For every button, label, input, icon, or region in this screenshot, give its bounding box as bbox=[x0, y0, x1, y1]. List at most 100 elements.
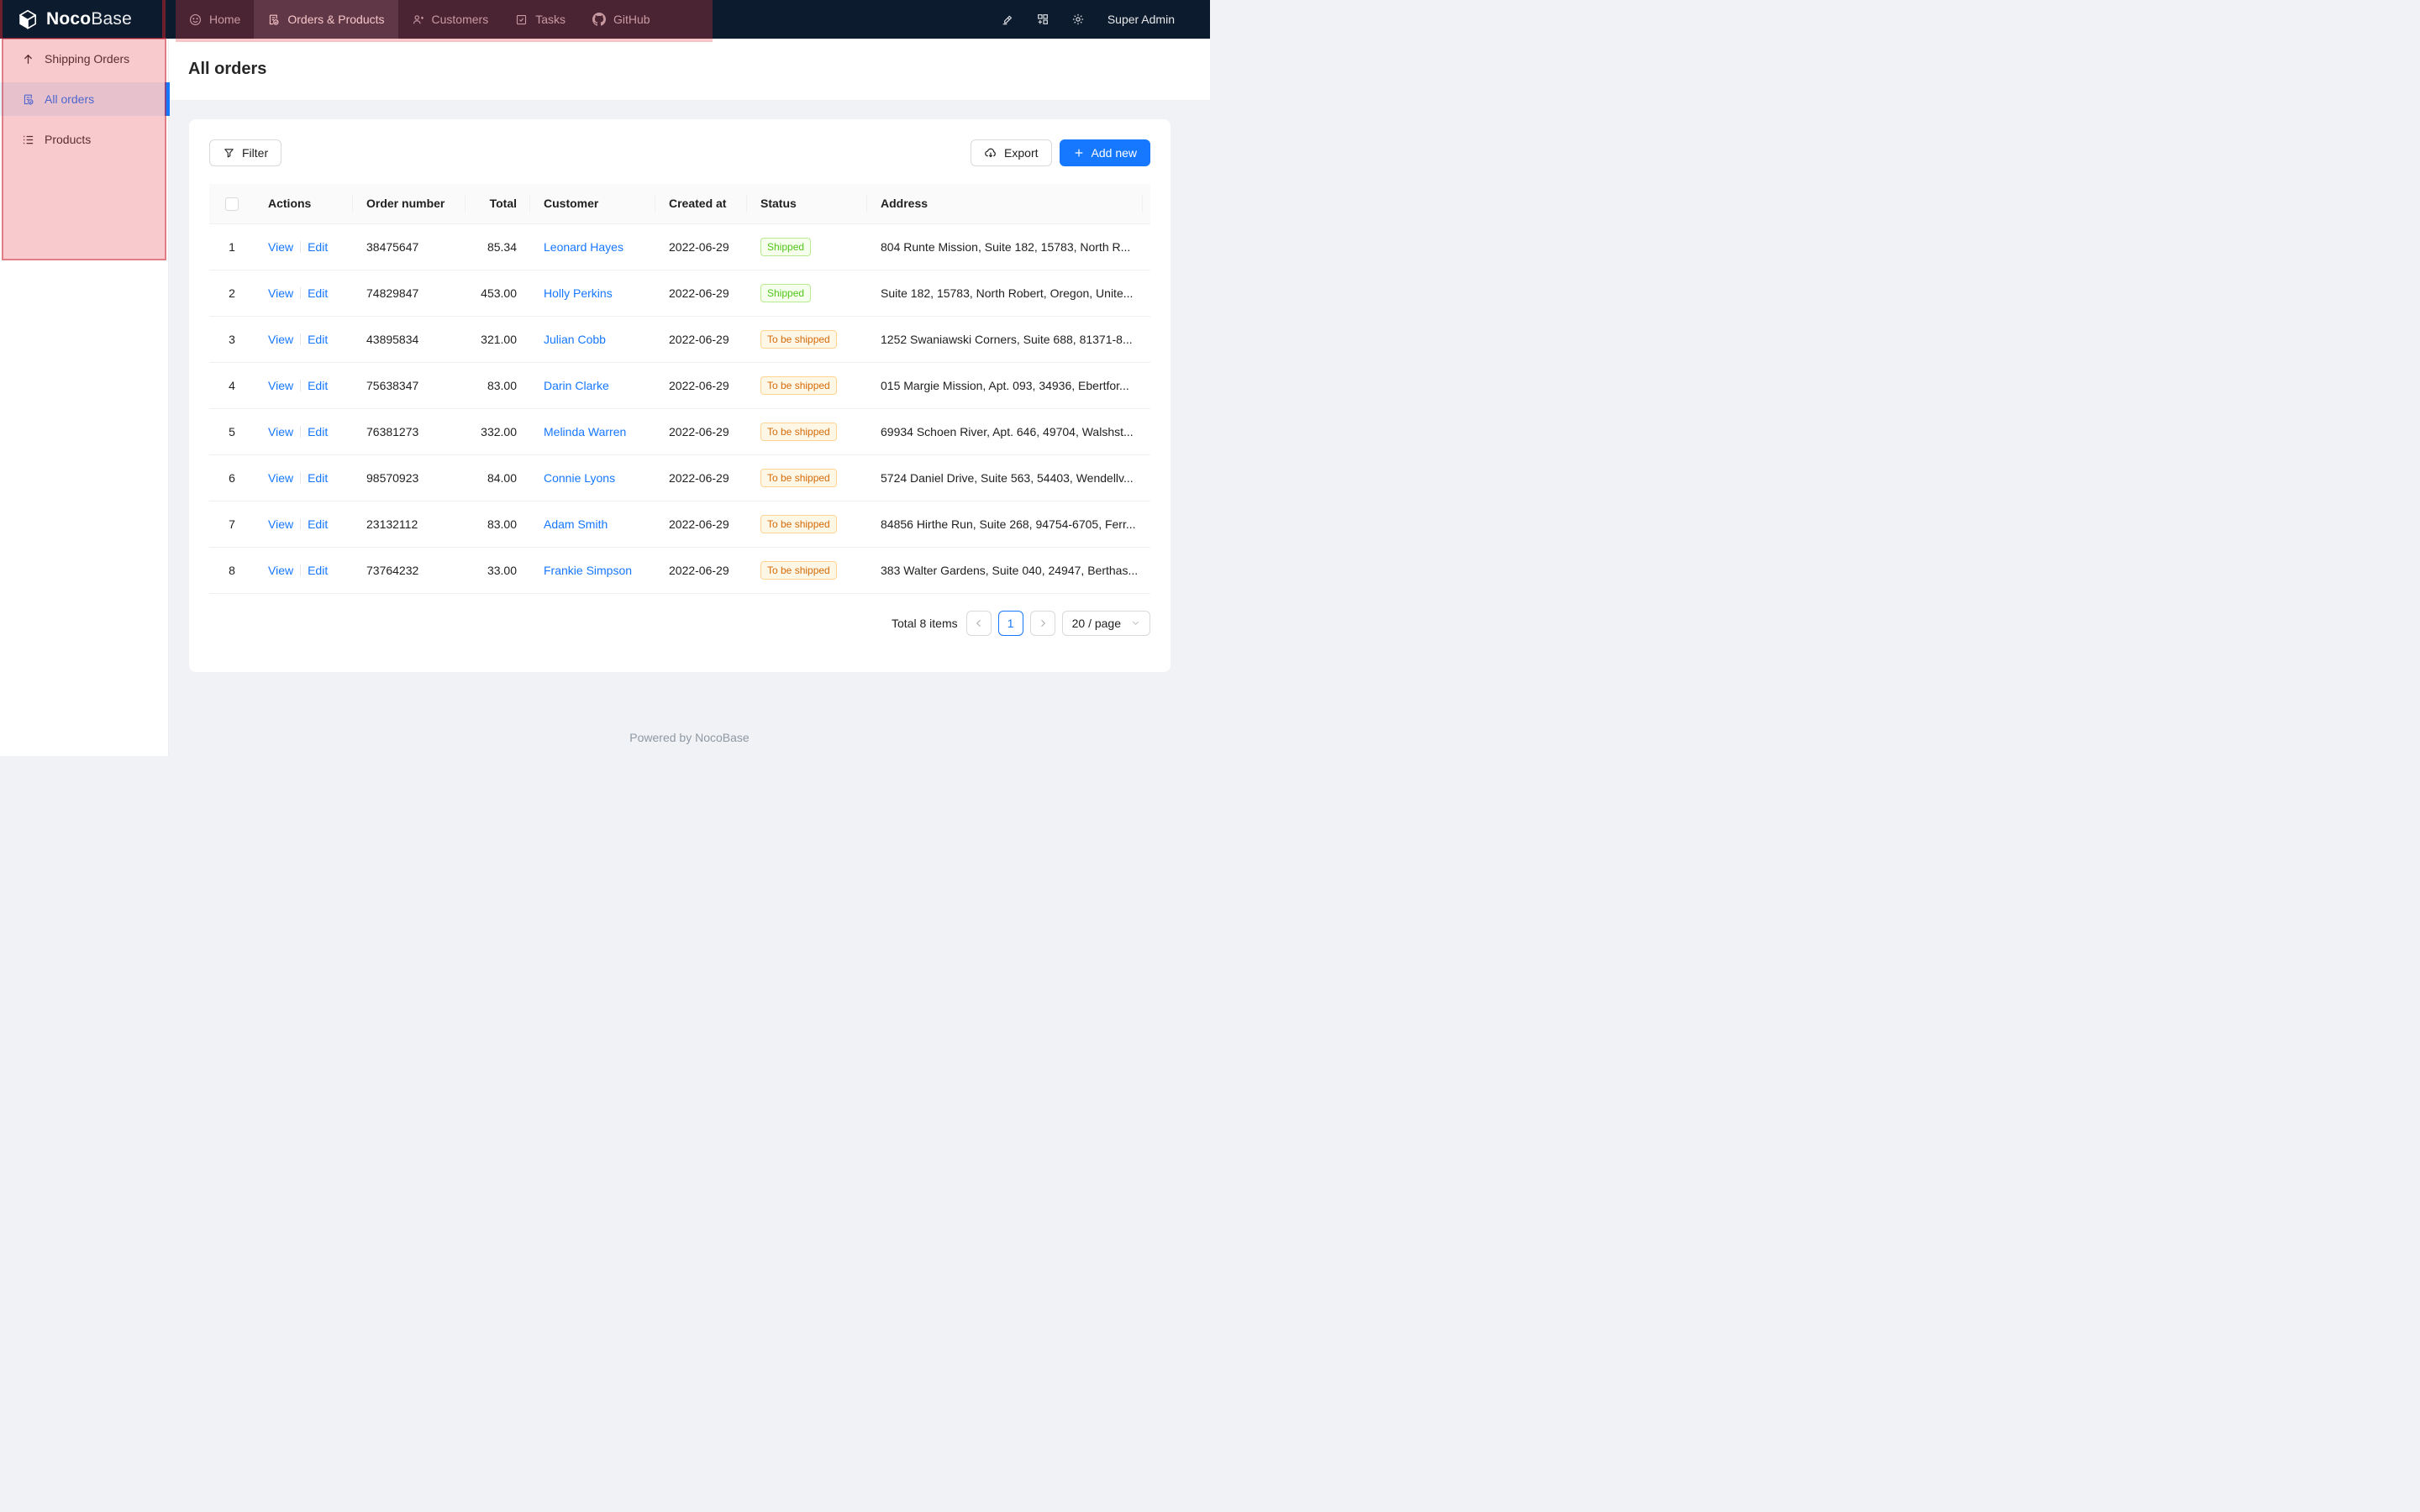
main-nav-menu: Home Orders & Products Customers bbox=[176, 0, 664, 39]
row-index: 7 bbox=[209, 501, 255, 548]
sidebar-item-label: All orders bbox=[45, 92, 95, 106]
table-row[interactable]: 4 View Edit 75638347 83.00 Darin Clarke 2… bbox=[209, 362, 1150, 409]
order-number-cell: 73764232 bbox=[353, 547, 466, 594]
filter-button[interactable]: Filter bbox=[209, 139, 282, 166]
table-toolbar: Filter Export bbox=[209, 139, 1150, 166]
column-header-filler bbox=[1143, 184, 1150, 224]
page-size-select[interactable]: 20 / page bbox=[1061, 610, 1150, 636]
table-row[interactable]: 5 View Edit 76381273 332.00 Melinda Warre… bbox=[209, 408, 1150, 455]
add-new-button[interactable]: Add new bbox=[1059, 139, 1150, 166]
table-row[interactable]: 7 View Edit 23132112 83.00 Adam Smith 202… bbox=[209, 501, 1150, 548]
user-menu[interactable]: Super Admin bbox=[1107, 13, 1175, 26]
view-link[interactable]: View bbox=[268, 563, 294, 577]
status-badge: To be shipped bbox=[760, 560, 837, 580]
created-at-cell: 2022-06-29 bbox=[655, 454, 747, 501]
column-header-order-number: Order number bbox=[353, 184, 466, 224]
view-link[interactable]: View bbox=[268, 517, 294, 531]
table-row[interactable]: 3 View Edit 43895834 321.00 Julian Cobb 2… bbox=[209, 316, 1150, 363]
total-cell: 33.00 bbox=[466, 547, 530, 594]
page-header: All orders bbox=[169, 39, 1210, 100]
created-at-cell: 2022-06-29 bbox=[655, 547, 747, 594]
edit-link[interactable]: Edit bbox=[308, 424, 329, 438]
customer-link[interactable]: Melinda Warren bbox=[544, 424, 627, 438]
sidebar-item-products[interactable]: Products bbox=[0, 123, 168, 156]
table-row[interactable]: 2 View Edit 74829847 453.00 Holly Perkins… bbox=[209, 270, 1150, 317]
status-badge: To be shipped bbox=[760, 514, 837, 533]
action-divider bbox=[300, 471, 302, 484]
created-at-cell: 2022-06-29 bbox=[655, 270, 747, 317]
table-row[interactable]: 1 View Edit 38475647 85.34 Leonard Hayes … bbox=[209, 223, 1150, 270]
nav-item-customers[interactable]: Customers bbox=[398, 0, 502, 39]
customer-link[interactable]: Leonard Hayes bbox=[544, 239, 623, 254]
table-header-row: Actions Order number Total Customer Crea… bbox=[209, 184, 1150, 224]
edit-link[interactable]: Edit bbox=[308, 517, 329, 531]
row-index: 2 bbox=[209, 270, 255, 317]
address-cell: 69934 Schoen River, Apt. 646, 49704, Wal… bbox=[867, 408, 1143, 455]
toolbar-right-actions: Export Add new bbox=[971, 139, 1150, 166]
customer-link[interactable]: Holly Perkins bbox=[544, 286, 613, 300]
nav-item-label: GitHub bbox=[613, 13, 650, 26]
customer-link[interactable]: Julian Cobb bbox=[544, 332, 606, 346]
address-cell: Suite 182, 15783, North Robert, Oregon, … bbox=[867, 270, 1143, 317]
edit-link[interactable]: Edit bbox=[308, 239, 329, 254]
status-badge: Shipped bbox=[760, 283, 812, 302]
column-header-actions: Actions bbox=[255, 184, 353, 224]
file-done-icon bbox=[267, 13, 280, 26]
logo-text: NocoBase bbox=[46, 9, 132, 29]
view-link[interactable]: View bbox=[268, 286, 294, 300]
table-row[interactable]: 6 View Edit 98570923 84.00 Connie Lyons 2… bbox=[209, 454, 1150, 501]
pagination-prev-button[interactable] bbox=[965, 610, 992, 636]
pagination-page-1[interactable]: 1 bbox=[997, 610, 1023, 636]
powered-by-footer: Powered by NocoBase bbox=[629, 731, 750, 744]
github-icon bbox=[592, 13, 606, 26]
plus-icon bbox=[1073, 147, 1085, 159]
total-cell: 332.00 bbox=[466, 408, 530, 455]
select-all-checkbox[interactable] bbox=[225, 197, 239, 211]
customer-link[interactable]: Connie Lyons bbox=[544, 470, 616, 485]
view-link[interactable]: View bbox=[268, 332, 294, 346]
smile-icon bbox=[189, 13, 202, 26]
customer-link[interactable]: Frankie Simpson bbox=[544, 563, 633, 577]
nav-item-tasks[interactable]: Tasks bbox=[502, 0, 579, 39]
export-button[interactable]: Export bbox=[971, 139, 1052, 166]
view-link[interactable]: View bbox=[268, 378, 294, 392]
nav-item-label: Customers bbox=[431, 13, 489, 26]
nav-item-label: Orders & Products bbox=[287, 13, 385, 26]
pagination: Total 8 items 1 20 / page bbox=[209, 610, 1150, 636]
sidebar-item-shipping-orders[interactable]: Shipping Orders bbox=[0, 42, 168, 76]
table-row[interactable]: 8 View Edit 73764232 33.00 Frankie Simpso… bbox=[209, 547, 1150, 594]
edit-link[interactable]: Edit bbox=[308, 563, 329, 577]
column-header-status: Status bbox=[747, 184, 867, 224]
nocobase-logo[interactable]: NocoBase bbox=[0, 0, 176, 39]
nav-item-label: Tasks bbox=[535, 13, 566, 26]
edit-link[interactable]: Edit bbox=[308, 332, 329, 346]
chevron-down-icon bbox=[1131, 618, 1140, 627]
view-link[interactable]: View bbox=[268, 239, 294, 254]
nav-item-github[interactable]: GitHub bbox=[579, 0, 664, 39]
main-area: All orders Filter bbox=[169, 39, 1210, 756]
status-badge: To be shipped bbox=[760, 422, 837, 441]
created-at-cell: 2022-06-29 bbox=[655, 408, 747, 455]
nav-item-orders-products[interactable]: Orders & Products bbox=[254, 0, 398, 39]
column-header-customer: Customer bbox=[530, 184, 655, 224]
customer-link[interactable]: Darin Clarke bbox=[544, 378, 609, 392]
appstore-add-icon[interactable] bbox=[1025, 0, 1060, 39]
edit-link[interactable]: Edit bbox=[308, 286, 329, 300]
highlighter-icon[interactable] bbox=[990, 0, 1025, 39]
customer-link[interactable]: Adam Smith bbox=[544, 517, 608, 531]
order-number-cell: 74829847 bbox=[353, 270, 466, 317]
total-cell: 453.00 bbox=[466, 270, 530, 317]
view-link[interactable]: View bbox=[268, 470, 294, 485]
sidebar-item-label: Products bbox=[45, 133, 92, 146]
nav-item-home[interactable]: Home bbox=[176, 0, 254, 39]
table-body: 1 View Edit 38475647 85.34 Leonard Hayes … bbox=[209, 223, 1150, 594]
edit-link[interactable]: Edit bbox=[308, 470, 329, 485]
action-divider bbox=[300, 517, 302, 530]
view-link[interactable]: View bbox=[268, 424, 294, 438]
created-at-cell: 2022-06-29 bbox=[655, 316, 747, 363]
edit-link[interactable]: Edit bbox=[308, 378, 329, 392]
pagination-next-button[interactable] bbox=[1029, 610, 1055, 636]
address-cell: 5724 Daniel Drive, Suite 563, 54403, Wen… bbox=[867, 454, 1143, 501]
sidebar-item-all-orders[interactable]: All orders bbox=[0, 82, 168, 116]
gear-icon[interactable] bbox=[1060, 0, 1096, 39]
